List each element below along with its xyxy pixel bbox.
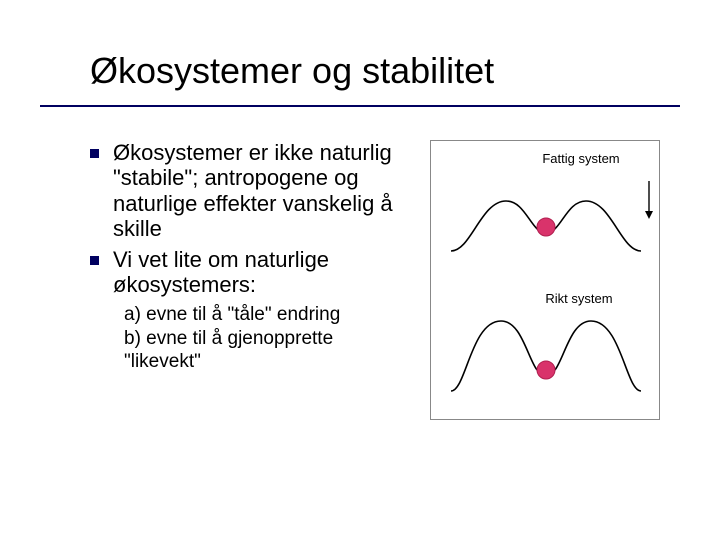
sub-item: a) evne til å "tåle" endring xyxy=(124,304,410,326)
bottom-ball-icon xyxy=(537,361,555,379)
text-column: Økosystemer er ikke naturlig "stabile"; … xyxy=(90,140,410,420)
bullet-text: Økosystemer er ikke naturlig "stabile"; … xyxy=(113,140,410,241)
slide: Økosystemer og stabilitet Økosystemer er… xyxy=(0,0,720,540)
diagram-svg: Fattig system Rikt system xyxy=(431,141,659,419)
bottom-curve xyxy=(451,321,641,391)
figure-column: Fattig system Rikt system xyxy=(430,140,660,420)
body-columns: Økosystemer er ikke naturlig "stabile"; … xyxy=(0,100,720,420)
top-ball-icon xyxy=(537,218,555,236)
sub-list: a) evne til å "tåle" endring b) evne til… xyxy=(124,304,410,373)
bullet-text: Vi vet lite om naturlige økosystemers: xyxy=(113,247,410,298)
top-label: Fattig system xyxy=(542,151,619,166)
bullet-list: Økosystemer er ikke naturlig "stabile"; … xyxy=(90,140,410,298)
page-title: Økosystemer og stabilitet xyxy=(90,50,680,92)
down-arrow-head-icon xyxy=(645,211,653,219)
list-item: Økosystemer er ikke naturlig "stabile"; … xyxy=(90,140,410,241)
square-bullet-icon xyxy=(90,256,99,265)
bottom-label: Rikt system xyxy=(545,291,612,306)
list-item: Vi vet lite om naturlige økosystemers: xyxy=(90,247,410,298)
square-bullet-icon xyxy=(90,149,99,158)
title-underline xyxy=(40,105,680,107)
sub-item: b) evne til å gjenopprette "likevekt" xyxy=(124,328,410,373)
title-container: Økosystemer og stabilitet xyxy=(0,0,720,100)
stability-diagram: Fattig system Rikt system xyxy=(430,140,660,420)
